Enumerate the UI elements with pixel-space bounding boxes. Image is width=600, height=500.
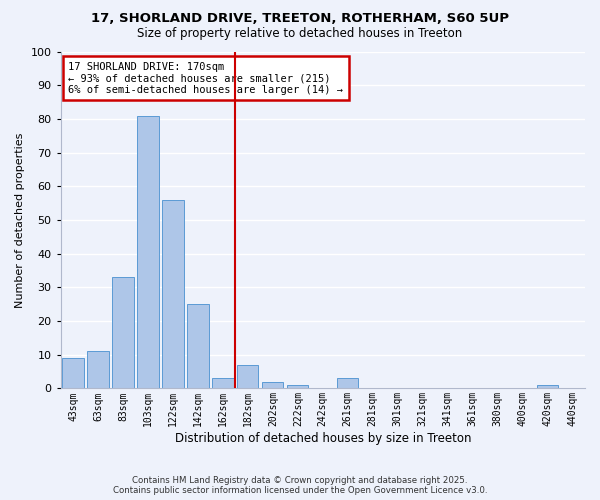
- Text: 17 SHORLAND DRIVE: 170sqm
← 93% of detached houses are smaller (215)
6% of semi-: 17 SHORLAND DRIVE: 170sqm ← 93% of detac…: [68, 62, 343, 95]
- Bar: [212, 378, 233, 388]
- Y-axis label: Number of detached properties: Number of detached properties: [15, 132, 25, 308]
- Bar: [62, 358, 83, 388]
- Text: Size of property relative to detached houses in Treeton: Size of property relative to detached ho…: [137, 28, 463, 40]
- Bar: [262, 382, 283, 388]
- Bar: [88, 352, 109, 389]
- Bar: [537, 385, 558, 388]
- X-axis label: Distribution of detached houses by size in Treeton: Distribution of detached houses by size …: [175, 432, 471, 445]
- Bar: [237, 365, 259, 388]
- Bar: [287, 385, 308, 388]
- Bar: [337, 378, 358, 388]
- Bar: [187, 304, 209, 388]
- Bar: [112, 277, 134, 388]
- Bar: [137, 116, 158, 388]
- Bar: [163, 200, 184, 388]
- Text: 17, SHORLAND DRIVE, TREETON, ROTHERHAM, S60 5UP: 17, SHORLAND DRIVE, TREETON, ROTHERHAM, …: [91, 12, 509, 26]
- Text: Contains HM Land Registry data © Crown copyright and database right 2025.
Contai: Contains HM Land Registry data © Crown c…: [113, 476, 487, 495]
